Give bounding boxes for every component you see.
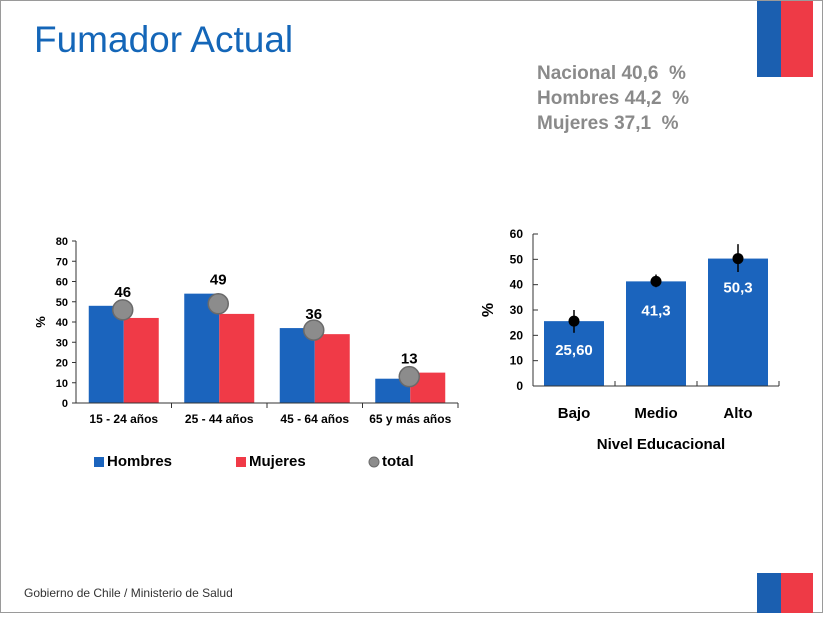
slide-title: Fumador Actual (34, 19, 294, 60)
x-tick-label: Bajo (558, 405, 591, 422)
data-label: 50,3 (723, 280, 752, 297)
legend-label-total: total (382, 453, 414, 470)
y-tick-label: 0 (62, 398, 68, 410)
legend-swatch-hombres (94, 457, 104, 467)
stat-hombres: Hombres 44,2 % (537, 88, 690, 109)
point-total (303, 319, 325, 341)
y-tick-label: 60 (510, 227, 524, 241)
chile-flag-stripes-bottom (757, 573, 813, 613)
x-tick-label: Medio (634, 405, 677, 422)
flag-blue-stripe (757, 1, 781, 77)
y-axis-label: % (480, 303, 497, 317)
y-tick-label: 20 (510, 328, 524, 342)
y-tick-label: 50 (510, 252, 524, 266)
x-axis-label: Nivel Educacional (597, 436, 725, 453)
point-estimate (650, 275, 662, 287)
data-label: 25,60 (555, 342, 593, 359)
y-tick-label: 30 (510, 303, 524, 317)
y-tick-label: 30 (56, 337, 68, 349)
y-axis-label: % (33, 316, 48, 328)
y-tick-label: 20 (56, 358, 68, 370)
education-chart: 0 10 20 30 40 50 60% 25,60 Bajo 41,3 Medio 50,3 Alto… (480, 227, 780, 453)
x-tick-label: 15 - 24 años (89, 412, 158, 426)
y-tick-label: 70 (56, 256, 68, 268)
point-estimate (732, 253, 744, 265)
flag-blue-stripe (757, 573, 781, 613)
flag-red-stripe (781, 1, 813, 77)
data-label-total: 46 (114, 284, 131, 301)
data-label-total: 36 (305, 306, 322, 323)
point-total (398, 365, 420, 388)
x-tick-label: 65 y más años (369, 412, 451, 426)
legend-label-mujeres: Mujeres (249, 453, 306, 470)
stat-mujeres: Mujeres 37,1 % (537, 113, 679, 134)
bar-nivel-educacional (626, 281, 686, 386)
data-label-total: 13 (401, 351, 418, 368)
stat-nacional: Nacional 40,6 % (537, 63, 686, 84)
legend-marker-total (368, 456, 380, 468)
x-tick-label: Alto (723, 405, 752, 422)
point-estimate (568, 315, 580, 327)
legend-swatch-mujeres (236, 457, 246, 467)
y-tick-label: 10 (510, 354, 524, 368)
bar-hombres (88, 305, 124, 403)
y-tick-label: 60 (56, 277, 68, 289)
chile-flag-stripes-top (757, 1, 813, 77)
x-tick-label: 45 - 64 años (280, 412, 349, 426)
data-label-total: 49 (210, 272, 227, 289)
age-group-chart: 0 10 20 30 40 50 60 70 80% 46 15 - 24 años 49 25 - 4… (33, 236, 459, 470)
bar-mujeres (219, 313, 255, 403)
point-total (112, 299, 134, 321)
x-tick-label: 25 - 44 años (185, 412, 254, 426)
y-tick-label: 50 (56, 297, 68, 309)
y-tick-label: 10 (56, 378, 68, 390)
y-tick-label: 80 (56, 236, 68, 248)
y-tick-label: 0 (516, 379, 523, 393)
point-total (207, 293, 229, 315)
y-tick-label: 40 (56, 317, 68, 329)
footer-text: Gobierno de Chile / Ministerio de Salud (24, 586, 233, 600)
legend-label-hombres: Hombres (107, 453, 172, 470)
summary-stats: Nacional 40,6 % Hombres 44,2 % Mujeres 3… (537, 61, 689, 136)
data-label: 41,3 (641, 302, 670, 319)
bar-nivel-educacional (708, 258, 768, 386)
flag-red-stripe (781, 573, 813, 613)
bar-mujeres (314, 334, 350, 403)
bar-hombres (279, 328, 315, 403)
y-tick-label: 40 (510, 278, 524, 292)
bar-mujeres (123, 317, 159, 403)
